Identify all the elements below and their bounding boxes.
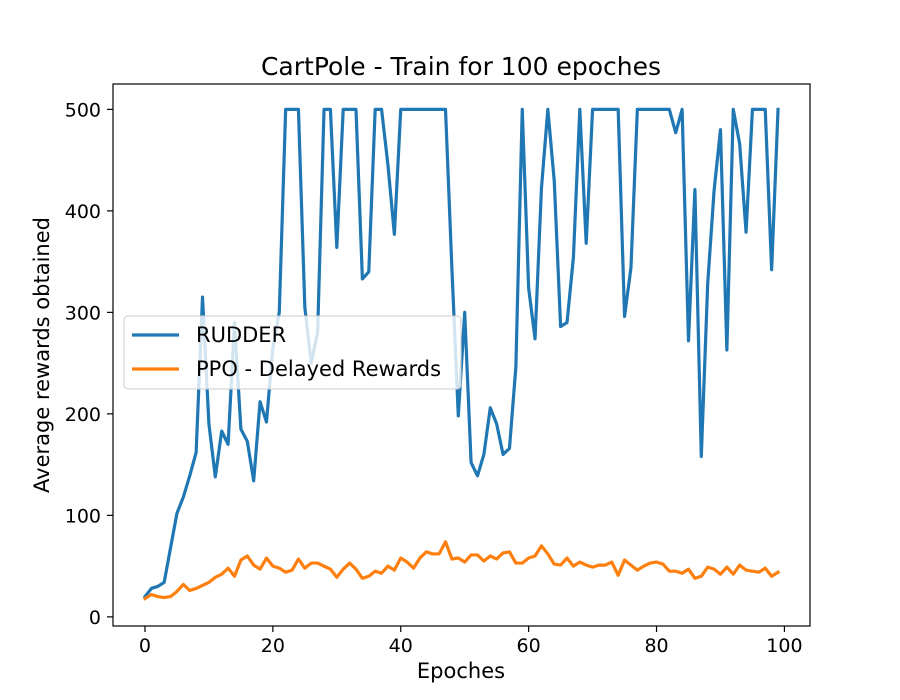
x-tick-label: 100 xyxy=(766,635,802,657)
y-tick-label: 400 xyxy=(65,201,101,223)
x-tick-label: 80 xyxy=(644,635,668,657)
y-tick-label: 500 xyxy=(65,99,101,121)
legend: RUDDER PPO - Delayed Rewards xyxy=(123,315,462,390)
y-tick-label: 0 xyxy=(89,607,101,629)
legend-box xyxy=(123,315,462,390)
x-tick-label: 60 xyxy=(517,635,541,657)
x-tick-label: 40 xyxy=(389,635,413,657)
y-tick-label: 200 xyxy=(65,404,101,426)
legend-label-1: PPO - Delayed Rewards xyxy=(196,357,441,381)
y-tick-label: 300 xyxy=(65,302,101,324)
x-axis: 0 20 40 60 80 100 xyxy=(139,626,803,657)
x-tick-label: 0 xyxy=(139,635,151,657)
y-tick-label: 100 xyxy=(65,505,101,527)
series-line-1 xyxy=(142,540,781,601)
y-axis-label: Average rewards obtained xyxy=(30,217,54,493)
legend-label-0: RUDDER xyxy=(196,323,286,347)
x-tick-label: 20 xyxy=(261,635,285,657)
x-axis-label: Epoches xyxy=(417,659,505,683)
y-axis: 0 100 200 300 400 500 xyxy=(65,99,113,629)
plot-frame xyxy=(112,83,811,627)
chart-title: CartPole - Train for 100 epoches xyxy=(261,52,661,81)
